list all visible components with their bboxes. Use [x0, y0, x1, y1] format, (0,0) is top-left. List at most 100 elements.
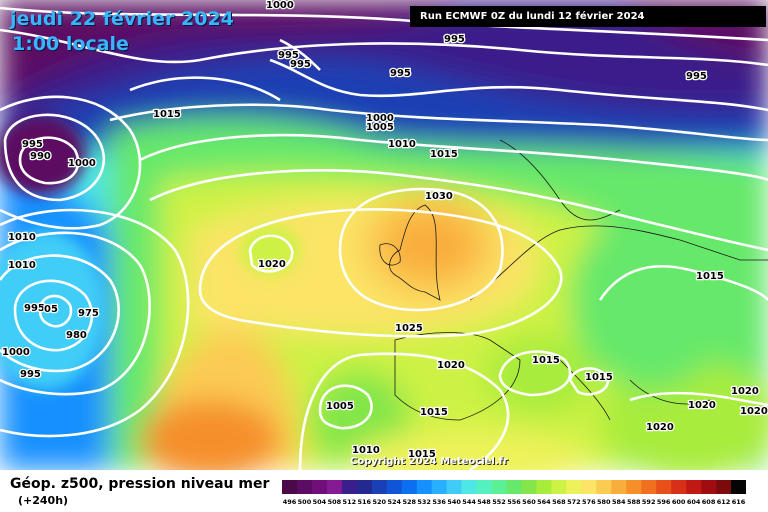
legend-tick-label: 576 [582, 498, 596, 506]
legend-tick-label: 600 [672, 498, 686, 506]
isobar-label: 1015 [585, 372, 613, 383]
legend-swatch [401, 480, 418, 494]
isobar-label: 1015 [420, 407, 448, 418]
legend-swatch [686, 480, 702, 494]
legend-tick-label: 544 [462, 498, 476, 506]
legend-swatch [326, 480, 343, 494]
isobar-label: 1010 [352, 445, 380, 456]
legend-swatch [341, 480, 358, 494]
legend-tick-label: 512 [343, 498, 357, 506]
isobar-label: 1010 [8, 232, 36, 243]
isobar-label: 1005 [366, 122, 394, 133]
legend-swatch [581, 480, 597, 494]
legend-tick-label: 556 [507, 498, 521, 506]
isobar-label: 1015 [532, 355, 560, 366]
legend-tick-label: 528 [402, 498, 416, 506]
legend-tick-label: 540 [447, 498, 461, 506]
legend-tick-label: 568 [552, 498, 566, 506]
coastlines [379, 139, 768, 421]
legend-tick-label: 612 [717, 498, 731, 506]
isobar-label: 1025 [395, 323, 423, 334]
legend-swatch [671, 480, 687, 494]
legend-tick-label: 580 [597, 498, 611, 506]
isobar-label: 995 [686, 71, 707, 82]
legend-swatch [731, 480, 746, 494]
isobar-label: 1030 [425, 191, 453, 202]
copyright-notice: Copyright 2024 Meteociel.fr [350, 456, 508, 467]
legend-tick-label: 616 [732, 498, 746, 506]
legend-tick-label: 524 [387, 498, 401, 506]
isobar-label: 995 [22, 139, 43, 150]
legend-swatch [551, 480, 567, 494]
legend-tick-label: 604 [687, 498, 701, 506]
legend-tick-label: 596 [657, 498, 671, 506]
legend-swatch [446, 480, 462, 494]
legend-swatch [611, 480, 627, 494]
isobar-label: 995 [20, 369, 41, 380]
legend-swatch [626, 480, 642, 494]
isobar-label: 995 [24, 303, 45, 314]
isobar-label: 1015 [696, 271, 724, 282]
isobar-label: 1015 [430, 149, 458, 160]
legend-tick-label: 500 [298, 498, 312, 506]
product-name: Géop. z500, pression niveau mer [10, 476, 270, 492]
legend-tick-label: 508 [328, 498, 342, 506]
legend-tick-label: 496 [283, 498, 297, 506]
legend-tick-label: 520 [373, 498, 387, 506]
isobar-label: 1000 [266, 0, 294, 11]
isobar-label: 995 [390, 68, 411, 79]
isobar-label: 1005 [326, 401, 354, 412]
legend-tick-label: 536 [432, 498, 446, 506]
legend-swatch [356, 480, 373, 494]
legend-tick-label: 532 [417, 498, 431, 506]
legend-swatch [311, 480, 328, 494]
legend-swatch [461, 480, 477, 494]
isobar-label: 1010 [8, 260, 36, 271]
isobar-label: 990 [30, 151, 51, 162]
legend-tick-label: 548 [477, 498, 491, 506]
legend-swatch [521, 480, 537, 494]
lead-time: (+240h) [18, 494, 69, 507]
isobar-label: 1020 [437, 360, 465, 371]
legend-swatch [656, 480, 672, 494]
legend-tick-label: 588 [627, 498, 641, 506]
legend-swatch [296, 480, 313, 494]
geopotential-field [0, 0, 768, 470]
legend-swatch [476, 480, 492, 494]
isobar-label: 995 [290, 59, 311, 70]
low-pressure-cores [0, 115, 300, 390]
isobar-label: 1020 [731, 386, 759, 397]
legend-swatch [596, 480, 612, 494]
legend-tick-label: 564 [537, 498, 551, 506]
isobar-label: 995 [278, 50, 299, 61]
legend-swatch [416, 480, 432, 494]
isobar-label: 975 [78, 308, 99, 319]
legend-swatch [431, 480, 447, 494]
legend-swatch [491, 480, 507, 494]
isobar-labels: 1000 995 995 995 995 995 1015 1000 1005 … [1, 0, 768, 461]
isobar-label: 05 [44, 304, 58, 315]
isobar-label: 1000 [68, 158, 96, 169]
isobar-label: 1015 [408, 449, 436, 460]
legend-tick-label: 516 [358, 498, 372, 506]
isobar-label: 1010 [388, 139, 416, 150]
legend-tick-label: 592 [642, 498, 656, 506]
color-scale-legend: 496 500 504 508 512 516 520 524 528 532 536 540 544 5… [282, 480, 746, 506]
isobar-label: 1000 [366, 113, 394, 124]
legend-swatch [371, 480, 388, 494]
isobars [0, 6, 768, 470]
legend-swatch [506, 480, 522, 494]
isobar-label: 1020 [258, 259, 286, 270]
legend-swatch [641, 480, 657, 494]
weather-map: 1000 995 995 995 995 995 1015 1000 1005 … [0, 0, 768, 470]
legend-swatch [386, 480, 403, 494]
legend-tick-label: 504 [313, 498, 327, 506]
legend-swatch [566, 480, 582, 494]
isobar-label: 1020 [646, 422, 674, 433]
legend-swatch [282, 480, 298, 494]
isobar-label: 1000 [2, 347, 30, 358]
isobar-label: 995 [444, 34, 465, 45]
legend-swatch [536, 480, 552, 494]
forecast-date: jeudi 22 février 2024 [10, 8, 234, 30]
